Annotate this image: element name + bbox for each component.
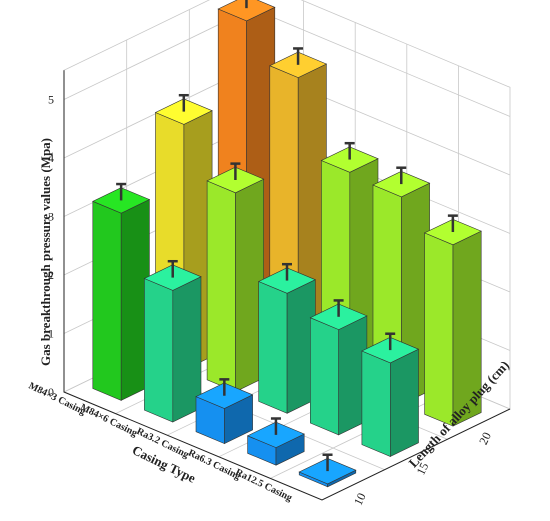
y-tick-label: 15: [413, 460, 431, 477]
bar-side-face: [389, 348, 419, 457]
z-axis-title: Gas breakthrough pressure values (Mpa): [38, 138, 53, 366]
bar-front-face: [309, 317, 340, 436]
bar-0-3: [246, 417, 305, 466]
z-tick-label: 4: [48, 151, 54, 165]
bar-1-4: [361, 332, 420, 457]
bar-top-face: [154, 98, 213, 125]
bar-front-face: [206, 180, 236, 393]
z-tick-label: 3: [48, 210, 54, 224]
y-tick-label: 20: [476, 430, 494, 447]
bar-front-face: [361, 350, 391, 457]
bar-top-face: [269, 51, 328, 78]
z-tick-label: 0: [48, 385, 54, 399]
bar-1-3: [309, 299, 368, 436]
bar-front-face: [258, 281, 288, 414]
bar-front-face: [144, 278, 174, 423]
bar-0-2: [195, 378, 254, 445]
bar-front-face: [92, 200, 122, 401]
bar-1-2: [257, 262, 317, 414]
bar-0-1: [143, 259, 202, 423]
x-tick-label: Ra12.5 Casing: [233, 467, 293, 504]
z-tick-label: 2: [48, 268, 54, 282]
z-tick-label: 1: [48, 327, 54, 341]
z-tick-label: 5: [48, 93, 54, 107]
bar-front-face: [424, 232, 454, 427]
bar-top-face: [423, 218, 482, 246]
bar-top-face: [92, 187, 151, 214]
axis-frame: [63, 70, 511, 501]
bar-1-1: [206, 162, 265, 393]
bar-2-4: [423, 214, 482, 427]
x-tick-label: M84×6 Casing: [78, 402, 139, 439]
y-tick-label: 10: [351, 491, 369, 508]
x-tick-label: M84×3 Casing: [27, 380, 88, 417]
bar-0-4: [298, 453, 357, 488]
bar-top-face: [195, 382, 254, 409]
bar-top-face: [217, 0, 276, 22]
bars-layer: [92, 0, 482, 488]
bar-0-0: [92, 182, 151, 401]
bar-top-face: [372, 170, 431, 198]
